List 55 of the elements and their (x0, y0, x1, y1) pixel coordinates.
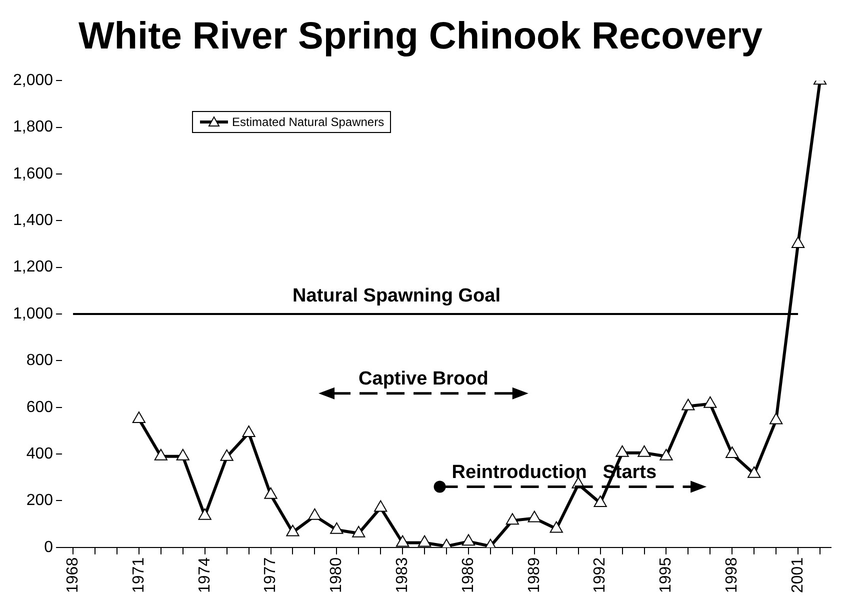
point (396, 535, 410, 547)
y-tick-label: 0 (44, 538, 54, 556)
x-tick-label: 1998 (724, 557, 741, 593)
point (418, 535, 432, 547)
point (308, 508, 322, 520)
point (594, 496, 607, 508)
point (704, 396, 717, 408)
point (770, 412, 783, 424)
x-tick-label: 2001 (789, 557, 806, 593)
point (506, 513, 519, 525)
legend-label: Estimated Natural Spawners (232, 114, 384, 129)
point (791, 236, 805, 248)
point (242, 426, 256, 438)
y-tick-label: 400 (26, 445, 54, 462)
y-tick-label: 2,000 (12, 72, 54, 90)
point (528, 510, 541, 522)
y-tick-label: 1,400 (12, 212, 54, 230)
ref-line-label: Natural Spawning Goal (292, 286, 501, 307)
point (748, 466, 761, 478)
y-tick-label: 1,000 (12, 305, 54, 322)
point (726, 446, 739, 458)
point (132, 412, 146, 424)
annotation: Captive Brood (358, 368, 488, 390)
point (198, 508, 212, 520)
point (286, 524, 300, 536)
x-tick-label: 1968 (64, 557, 82, 593)
y-tick-label: 1,600 (12, 165, 54, 182)
point (660, 448, 673, 460)
y-tick-label: 800 (26, 352, 54, 370)
point (550, 521, 563, 533)
point (352, 526, 366, 538)
point (220, 449, 234, 461)
point (374, 500, 388, 512)
point (682, 398, 695, 410)
x-tick-label: 1995 (658, 557, 675, 593)
point (176, 448, 190, 460)
point (264, 487, 278, 499)
x-tick-label: 1986 (460, 557, 477, 593)
y-tick-label: 600 (26, 398, 54, 416)
y-tick-label: 1,200 (12, 258, 54, 276)
x-tick-label: 1989 (526, 557, 543, 593)
x-tick-label: 1977 (262, 557, 280, 593)
x-tick-label: 1980 (328, 557, 346, 593)
x-tick-label: 1974 (196, 557, 214, 593)
x-tick-label: 1992 (592, 557, 609, 593)
point (462, 534, 476, 546)
y-tick-label: 200 (26, 492, 54, 510)
x-tick-label: 1983 (394, 557, 411, 593)
point (616, 445, 629, 457)
x-tick-label: 1971 (130, 557, 148, 593)
y-tick-label: 1,800 (12, 118, 54, 136)
point (330, 522, 344, 534)
chart-title: White River Spring Chinook Recovery (78, 15, 763, 58)
point (154, 448, 168, 460)
point (638, 445, 651, 457)
